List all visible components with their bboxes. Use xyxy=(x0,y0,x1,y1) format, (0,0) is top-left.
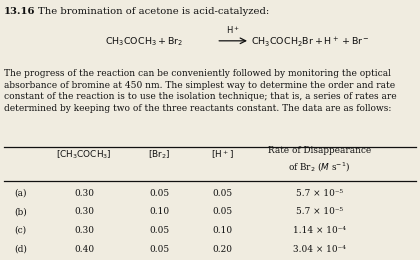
Text: 0.10: 0.10 xyxy=(150,207,170,216)
Text: 0.10: 0.10 xyxy=(213,226,233,235)
Text: The bromination of acetone is acid-catalyzed:: The bromination of acetone is acid-catal… xyxy=(38,6,269,16)
Text: 5.7 × 10⁻⁵: 5.7 × 10⁻⁵ xyxy=(296,207,343,216)
Text: $\mathrm{CH_3COCH_2Br + H^+ + Br^-}$: $\mathrm{CH_3COCH_2Br + H^+ + Br^-}$ xyxy=(251,35,370,49)
Text: 0.30: 0.30 xyxy=(74,226,94,235)
Text: of Br$_2$ ($M$ s$^{-1}$): of Br$_2$ ($M$ s$^{-1}$) xyxy=(288,161,350,174)
Text: (a): (a) xyxy=(15,188,27,198)
Text: 0.40: 0.40 xyxy=(74,245,94,254)
Text: 0.30: 0.30 xyxy=(74,188,94,198)
Text: $\mathrm{CH_3COCH_3 + Br_2}$: $\mathrm{CH_3COCH_3 + Br_2}$ xyxy=(105,35,184,48)
Text: 0.30: 0.30 xyxy=(74,207,94,216)
Text: 0.05: 0.05 xyxy=(150,226,170,235)
Text: 0.05: 0.05 xyxy=(213,207,233,216)
Text: (c): (c) xyxy=(15,226,27,235)
Text: $\mathrm{H^+}$: $\mathrm{H^+}$ xyxy=(226,25,240,36)
Text: 3.04 × 10⁻⁴: 3.04 × 10⁻⁴ xyxy=(293,245,346,254)
Text: 5.7 × 10⁻⁵: 5.7 × 10⁻⁵ xyxy=(296,188,343,198)
Text: 0.05: 0.05 xyxy=(150,188,170,198)
Text: (b): (b) xyxy=(15,207,27,216)
Text: 0.05: 0.05 xyxy=(150,245,170,254)
Text: $[\mathrm{Br_2}]$: $[\mathrm{Br_2}]$ xyxy=(149,148,171,161)
Text: Rate of Disappearance: Rate of Disappearance xyxy=(268,146,371,155)
Text: $[\mathrm{CH_3COCH_3}]$: $[\mathrm{CH_3COCH_3}]$ xyxy=(56,148,112,161)
Text: The progress of the reaction can be conveniently followed by monitoring the opti: The progress of the reaction can be conv… xyxy=(4,69,397,113)
Text: $[\mathrm{H^+}]$: $[\mathrm{H^+}]$ xyxy=(211,148,234,161)
Text: 0.05: 0.05 xyxy=(213,188,233,198)
Text: 13.16: 13.16 xyxy=(4,6,36,16)
Text: 0.20: 0.20 xyxy=(213,245,233,254)
Text: (d): (d) xyxy=(15,245,28,254)
Text: 1.14 × 10⁻⁴: 1.14 × 10⁻⁴ xyxy=(293,226,346,235)
